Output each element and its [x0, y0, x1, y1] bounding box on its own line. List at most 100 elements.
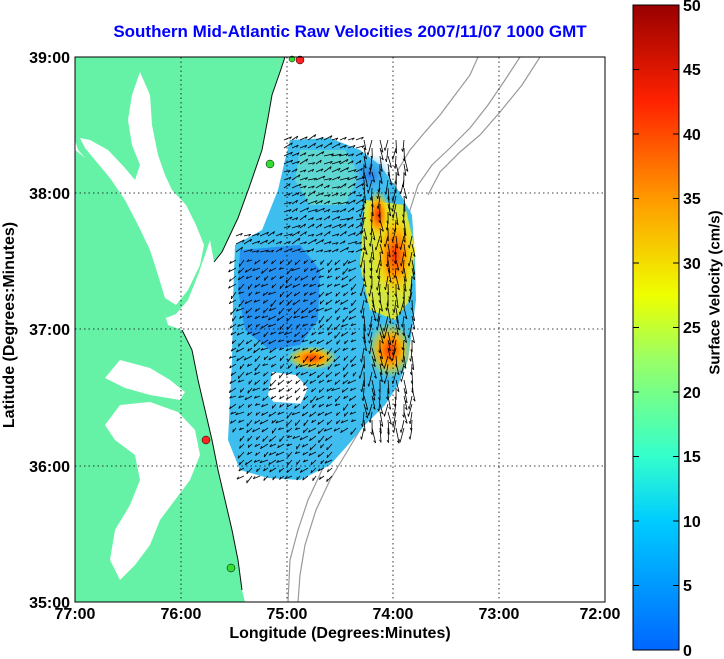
colorbar-tick: 0 [683, 643, 692, 659]
velocity-arrow-head [293, 311, 296, 315]
velocity-arrow [355, 176, 365, 181]
velocity-arrow-head [317, 374, 319, 379]
velocity-arrow-head [268, 317, 271, 321]
velocity-arrow-head [303, 185, 307, 189]
velocity-arrow [347, 183, 356, 189]
velocity-arrow-head [256, 468, 258, 472]
velocity-arrow [363, 275, 367, 287]
velocity-arrow [311, 419, 317, 424]
velocity-arrow-head [296, 152, 300, 156]
velocity-arrow-head [271, 261, 273, 265]
velocity-arrow [347, 199, 356, 205]
velocity-arrow-head [404, 391, 408, 394]
velocity-arrow [339, 167, 349, 173]
velocity-arrow-head [344, 223, 347, 227]
velocity-arrow [347, 175, 358, 181]
velocity-arrow-head [322, 207, 325, 211]
velocity-arrow-head [354, 176, 358, 179]
velocity-arrow [363, 171, 369, 187]
velocity-arrow [352, 371, 357, 377]
velocity-arrow-head [335, 300, 337, 304]
velocity-arrow-head [330, 135, 333, 139]
velocity-arrow [236, 475, 245, 480]
x-axis: 77:00 76:00 75:00 74:00 73:00 72:00 [55, 606, 621, 623]
velocity-arrow [355, 207, 365, 213]
velocity-arrow-head [334, 335, 336, 339]
velocity-arrow-head [299, 364, 302, 368]
velocity-arrow-head [334, 381, 337, 385]
velocity-arrow-head [317, 454, 320, 458]
velocity-arrow [378, 267, 381, 279]
velocity-arrow [411, 243, 416, 257]
velocity-arrow [271, 283, 277, 289]
velocity-arrow [369, 283, 373, 297]
velocity-arrow [300, 275, 309, 281]
velocity-arrow-head [311, 234, 315, 237]
velocity-arrow-head [367, 383, 370, 387]
velocity-arrow [327, 331, 333, 336]
velocity-arrow-head [380, 379, 383, 383]
velocity-arrow-head [300, 315, 304, 319]
velocity-arrow-head [229, 395, 232, 399]
velocity-arrow-head [268, 357, 271, 361]
velocity-arrow [363, 243, 368, 255]
velocity-arrow [246, 475, 253, 484]
velocity-arrow [287, 451, 293, 458]
velocity-arrow [268, 315, 277, 321]
velocity-arrow [283, 201, 292, 205]
velocity-arrow [262, 299, 269, 304]
velocity-arrow-head [310, 301, 312, 305]
velocity-arrow [333, 355, 341, 363]
velocity-arrow [251, 233, 260, 237]
velocity-arrow [348, 307, 357, 314]
velocity-arrow [263, 451, 269, 458]
velocity-arrow-head [259, 421, 263, 425]
velocity-arrow [323, 166, 332, 173]
velocity-arrow [355, 160, 362, 165]
velocity-arrow [326, 443, 333, 451]
velocity-arrow [244, 459, 253, 466]
velocity-arrow-head [300, 372, 304, 376]
velocity-arrow-head [346, 177, 350, 180]
velocity-arrow-head [338, 142, 341, 146]
velocity-arrow [244, 299, 253, 305]
velocity-arrow [379, 363, 383, 375]
velocity-arrow-head [260, 445, 263, 449]
velocity-arrow [239, 363, 245, 370]
velocity-arrow-head [250, 249, 253, 252]
velocity-arrow [315, 151, 325, 157]
velocity-arrow-head [271, 277, 273, 281]
velocity-arrow-head [412, 340, 415, 344]
velocity-arrow [237, 371, 245, 379]
velocity-arrow [295, 363, 301, 369]
velocity-arrow-head [412, 398, 416, 402]
velocity-arrow-head [301, 444, 305, 448]
velocity-arrow [347, 379, 357, 384]
velocity-arrow-head [236, 332, 240, 336]
velocity-arrow-head [229, 380, 232, 384]
velocity-arrow [229, 323, 237, 329]
velocity-arrow-head [249, 238, 253, 242]
velocity-arrow-head [351, 153, 355, 157]
velocity-arrow-head [407, 413, 409, 417]
velocity-arrow [287, 435, 293, 439]
velocity-arrow [279, 275, 285, 280]
velocity-arrow-head [309, 447, 312, 451]
velocity-arrow [340, 299, 349, 305]
velocity-arrow [410, 347, 413, 362]
velocity-arrow [259, 459, 269, 464]
velocity-arrow-head [348, 397, 351, 401]
velocity-arrow-head [309, 413, 312, 417]
velocity-arrow [291, 411, 301, 416]
velocity-arrow [254, 443, 261, 448]
velocity-arrow [247, 451, 253, 456]
velocity-arrow [355, 183, 364, 189]
velocity-arrow-head [350, 388, 353, 391]
velocity-arrow-head [263, 477, 265, 481]
velocity-arrow-head [304, 268, 306, 272]
velocity-arrow [286, 291, 293, 298]
velocity-arrow-head [253, 343, 256, 347]
velocity-arrow [229, 275, 237, 282]
velocity-arrow-head [240, 389, 242, 393]
velocity-arrow-head [360, 359, 362, 363]
